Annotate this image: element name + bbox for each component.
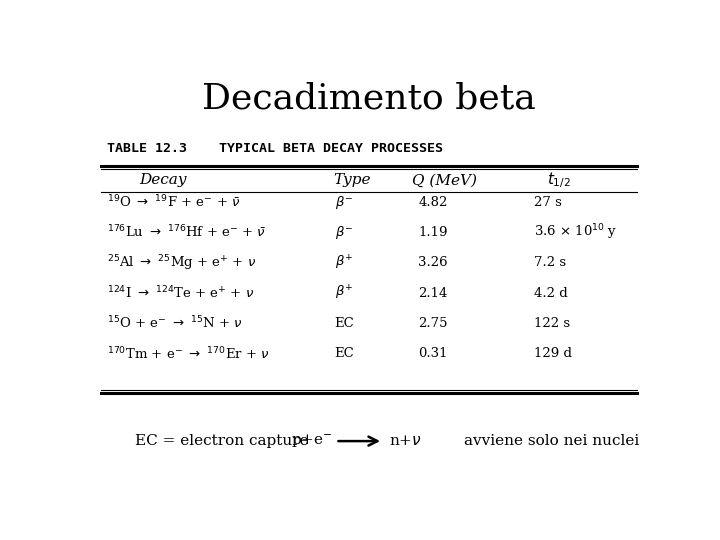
Text: EC: EC bbox=[334, 317, 354, 330]
Text: Type: Type bbox=[333, 173, 371, 187]
Text: $\beta^{-}$: $\beta^{-}$ bbox=[335, 224, 353, 241]
Text: 7.2 s: 7.2 s bbox=[534, 256, 566, 269]
Text: $\beta^{+}$: $\beta^{+}$ bbox=[335, 284, 353, 302]
Text: 2.14: 2.14 bbox=[418, 287, 448, 300]
Text: avviene solo nei nuclei: avviene solo nei nuclei bbox=[464, 434, 639, 448]
Text: 4.82: 4.82 bbox=[418, 195, 448, 208]
Text: 129 d: 129 d bbox=[534, 347, 572, 360]
Text: $^{25}$Al $\rightarrow$ $^{25}$Mg + e$^{+}$ + $\nu$: $^{25}$Al $\rightarrow$ $^{25}$Mg + e$^{… bbox=[107, 253, 256, 273]
Text: n+$\nu$: n+$\nu$ bbox=[389, 434, 421, 448]
Text: $^{19}$O $\rightarrow$ $^{19}$F + e$^{-}$ + $\bar{\nu}$: $^{19}$O $\rightarrow$ $^{19}$F + e$^{-}… bbox=[107, 194, 240, 210]
Text: $^{15}$O + e$^{-}$ $\rightarrow$ $^{15}$N + $\nu$: $^{15}$O + e$^{-}$ $\rightarrow$ $^{15}$… bbox=[107, 315, 243, 332]
Text: $\beta^{+}$: $\beta^{+}$ bbox=[335, 254, 353, 272]
Text: p+e$^{-}$: p+e$^{-}$ bbox=[291, 433, 333, 450]
Text: Decadimento beta: Decadimento beta bbox=[202, 82, 536, 116]
Text: $^{124}$I $\rightarrow$ $^{124}$Te + e$^{+}$ + $\nu$: $^{124}$I $\rightarrow$ $^{124}$Te + e$^… bbox=[107, 285, 254, 301]
Text: 2.75: 2.75 bbox=[418, 317, 448, 330]
Text: EC = electron capture: EC = electron capture bbox=[135, 434, 308, 448]
Text: EC: EC bbox=[334, 347, 354, 360]
Text: 122 s: 122 s bbox=[534, 317, 570, 330]
Text: 3.6 $\times$ 10$^{10}$ y: 3.6 $\times$ 10$^{10}$ y bbox=[534, 222, 617, 242]
Text: $t_{1/2}$: $t_{1/2}$ bbox=[547, 171, 570, 191]
Text: Decay: Decay bbox=[139, 173, 186, 187]
Text: 4.2 d: 4.2 d bbox=[534, 287, 567, 300]
Text: $^{170}$Tm + e$^{-}$ $\rightarrow$ $^{170}$Er + $\nu$: $^{170}$Tm + e$^{-}$ $\rightarrow$ $^{17… bbox=[107, 346, 269, 362]
Text: 3.26: 3.26 bbox=[418, 256, 448, 269]
Text: 27 s: 27 s bbox=[534, 195, 562, 208]
Text: $^{176}$Lu $\rightarrow$ $^{176}$Hf + e$^{-}$ + $\bar{\nu}$: $^{176}$Lu $\rightarrow$ $^{176}$Hf + e$… bbox=[107, 224, 266, 241]
Text: $\beta^{-}$: $\beta^{-}$ bbox=[335, 193, 353, 211]
Text: 0.31: 0.31 bbox=[418, 347, 448, 360]
Text: Q (MeV): Q (MeV) bbox=[412, 173, 477, 187]
Text: 1.19: 1.19 bbox=[418, 226, 448, 239]
Text: TABLE 12.3    TYPICAL BETA DECAY PROCESSES: TABLE 12.3 TYPICAL BETA DECAY PROCESSES bbox=[107, 141, 443, 155]
